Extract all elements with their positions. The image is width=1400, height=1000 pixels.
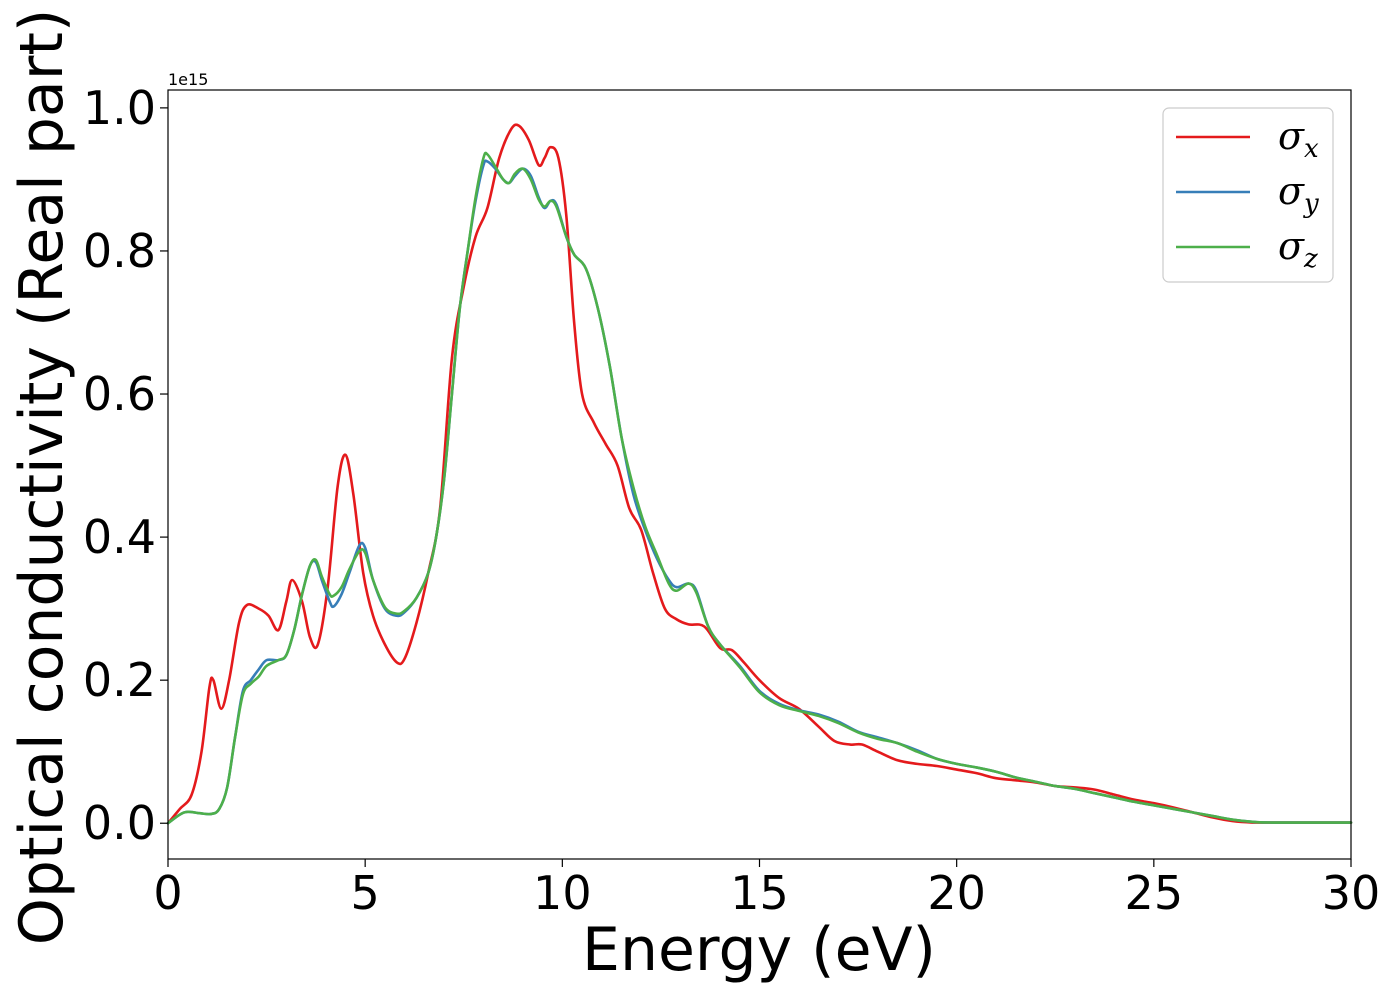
legend-box <box>1162 107 1334 283</box>
x-tick-label: 20 <box>927 866 986 920</box>
x-axis-ticks: 0 5 10 15 20 25 30 <box>153 859 1380 920</box>
x-tick-label: 30 <box>1322 866 1381 920</box>
series-layer <box>166 123 1353 825</box>
x-tick-label: 15 <box>730 866 789 920</box>
y-axis-ticks: 0.0 0.2 0.4 0.6 0.8 1.0 <box>83 81 168 850</box>
x-tick-label: 10 <box>533 866 592 920</box>
y-tick-label: 0.0 <box>83 796 156 850</box>
x-tick-label: 25 <box>1125 866 1184 920</box>
series-line-sigma-x <box>166 123 1353 825</box>
y-tick-label: 0.6 <box>83 367 156 421</box>
y-tick-label: 0.8 <box>83 224 156 278</box>
x-tick-label: 5 <box>351 866 380 920</box>
y-tick-label: 0.2 <box>83 653 156 707</box>
y-tick-label: 0.4 <box>83 510 156 564</box>
x-axis-label: Energy (eV) <box>582 915 936 985</box>
y-axis-label: Optical conductivity (Real part) <box>7 9 77 946</box>
series-line-sigma-z <box>166 151 1353 825</box>
y-axis-offset-text: 1e15 <box>168 70 208 89</box>
x-tick-label: 0 <box>153 866 182 920</box>
y-tick-label: 1.0 <box>83 81 156 135</box>
